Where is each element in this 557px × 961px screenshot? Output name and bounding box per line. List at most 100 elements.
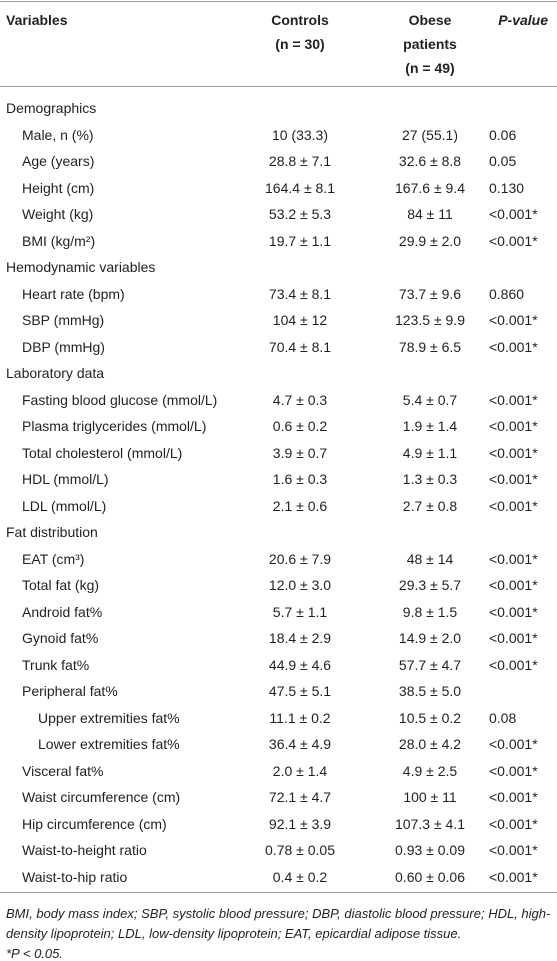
row-label: Total cholesterol (mmol/L)	[22, 444, 183, 461]
p-value: <0.001*	[489, 656, 538, 673]
controls-value: 53.2 ± 5.3	[268, 206, 332, 222]
obese-value: 78.9 ± 6.5	[398, 338, 462, 355]
controls-value: 11.1 ± 0.2	[269, 709, 331, 726]
row-label: Heart rate (bpm)	[22, 285, 125, 302]
row-label: DBP (mmHg)	[22, 338, 105, 355]
p-value: 0.860	[489, 285, 525, 302]
controls-value: 12.0 ± 3.0	[268, 577, 332, 593]
p-value: <0.001*	[489, 391, 538, 408]
row-label: Height (cm)	[22, 179, 95, 196]
obese-value: 38.5 ± 5.0	[398, 683, 462, 699]
obese-value: 29.9 ± 2.0	[398, 232, 462, 249]
section-title: Fat distribution	[6, 524, 98, 540]
obese-value: 29.3 ± 5.7	[398, 577, 462, 593]
section-title: Laboratory data	[6, 365, 105, 381]
footnote: *P < 0.05.	[6, 946, 63, 961]
controls-value: 3.9 ± 0.7	[272, 444, 328, 461]
header-obese: Obese	[408, 12, 452, 28]
p-value: <0.001*	[489, 762, 538, 779]
section-title: Hemodynamic variables	[6, 259, 156, 275]
p-value: <0.001*	[489, 418, 538, 434]
controls-value: 19.7 ± 1.1	[268, 232, 332, 249]
obese-value: 28.0 ± 4.2	[398, 736, 462, 752]
controls-value: 164.4 ± 8.1	[265, 179, 335, 196]
bottom-rule	[0, 892, 557, 893]
obese-value: 107.3 ± 4.1	[395, 815, 465, 832]
p-value: <0.001*	[489, 550, 538, 567]
section-title: Demographics	[6, 100, 97, 116]
controls-value: 0.78 ± 0.05	[265, 842, 335, 858]
header-obese: patients	[403, 36, 457, 52]
p-value: <0.001*	[489, 789, 538, 805]
p-value: <0.001*	[489, 603, 538, 620]
p-value: <0.001*	[489, 815, 538, 832]
controls-value: 2.0 ± 1.4	[272, 762, 328, 779]
obese-value: 0.60 ± 0.06	[395, 868, 465, 885]
obese-value: 100 ± 11	[403, 789, 457, 805]
row-label: Total fat (kg)	[22, 577, 100, 593]
p-value: <0.001*	[489, 232, 538, 249]
row-label: Upper extremities fat%	[38, 709, 180, 726]
obese-value: 2.7 ± 0.8	[402, 497, 458, 514]
controls-value: 36.4 ± 4.9	[268, 736, 332, 752]
controls-value: 72.1 ± 4.7	[268, 789, 332, 805]
obese-value: 0.93 ± 0.09	[395, 842, 465, 858]
p-value: <0.001*	[489, 497, 538, 514]
row-label: LDL (mmol/L)	[22, 497, 107, 514]
controls-value: 0.4 ± 0.2	[272, 868, 328, 885]
controls-value: 92.1 ± 3.9	[268, 815, 332, 832]
controls-value: 4.7 ± 0.3	[272, 391, 328, 408]
p-value: <0.001*	[489, 842, 538, 858]
obese-value: 123.5 ± 9.9	[395, 312, 465, 328]
obese-value: 32.6 ± 8.8	[398, 153, 462, 169]
controls-value: 28.8 ± 7.1	[268, 153, 332, 169]
row-label: Age (years)	[22, 153, 95, 169]
header-controls: Controls	[271, 12, 329, 28]
p-value: <0.001*	[489, 630, 538, 646]
controls-value: 73.4 ± 8.1	[268, 285, 332, 302]
p-value: <0.001*	[489, 471, 538, 487]
row-label: Visceral fat%	[22, 762, 104, 779]
controls-value: 2.1 ± 0.6	[272, 497, 328, 514]
obese-value: 84 ± 11	[407, 206, 453, 222]
obese-value: 1.9 ± 1.4	[402, 418, 458, 434]
row-label: Fasting blood glucose (mmol/L)	[22, 391, 218, 408]
controls-value: 10 (33.3)	[271, 126, 329, 143]
p-value: <0.001*	[489, 444, 538, 461]
footnote: BMI, body mass index; SBP, systolic bloo…	[6, 906, 551, 941]
row-label: Waist-to-height ratio	[22, 842, 147, 858]
row-label: HDL (mmol/L)	[22, 471, 109, 487]
row-label: Plasma triglycerides (mmol/L)	[22, 418, 207, 434]
top-rule	[0, 1, 557, 2]
p-value: <0.001*	[489, 868, 538, 885]
header-variables: Variables	[6, 12, 68, 28]
controls-value: 18.4 ± 2.9	[268, 630, 332, 646]
obese-value: 4.9 ± 1.1	[402, 444, 458, 461]
obese-value: 57.7 ± 4.7	[398, 656, 462, 673]
row-label: Trunk fat%	[22, 656, 90, 673]
obese-value: 10.5 ± 0.2	[398, 709, 462, 726]
controls-value: 44.9 ± 4.6	[268, 656, 332, 673]
controls-value: 70.4 ± 8.1	[268, 338, 332, 355]
p-value: 0.130	[489, 179, 525, 196]
obese-value: 27 (55.1)	[401, 126, 459, 143]
row-label: Hip circumference (cm)	[22, 815, 167, 832]
p-value: <0.001*	[489, 577, 538, 593]
obese-value: 1.3 ± 0.3	[402, 471, 458, 487]
row-label: BMI (kg/m²)	[22, 232, 96, 249]
p-value: <0.001*	[489, 338, 538, 355]
row-label: SBP (mmHg)	[22, 312, 105, 328]
row-label: Android fat%	[22, 603, 103, 620]
obese-value: 73.7 ± 9.6	[398, 285, 462, 302]
row-label: EAT (cm³)	[22, 550, 85, 567]
row-label: Weight (kg)	[22, 206, 94, 222]
controls-value: 20.6 ± 7.9	[268, 550, 332, 567]
obese-value: 48 ± 14	[406, 550, 454, 567]
header-controls: (n = 30)	[275, 36, 325, 52]
p-value: <0.001*	[489, 736, 538, 752]
controls-value: 47.5 ± 5.1	[268, 683, 332, 699]
row-label: Peripheral fat%	[22, 683, 118, 699]
controls-value: 1.6 ± 0.3	[272, 471, 328, 487]
header-rule	[0, 86, 557, 87]
